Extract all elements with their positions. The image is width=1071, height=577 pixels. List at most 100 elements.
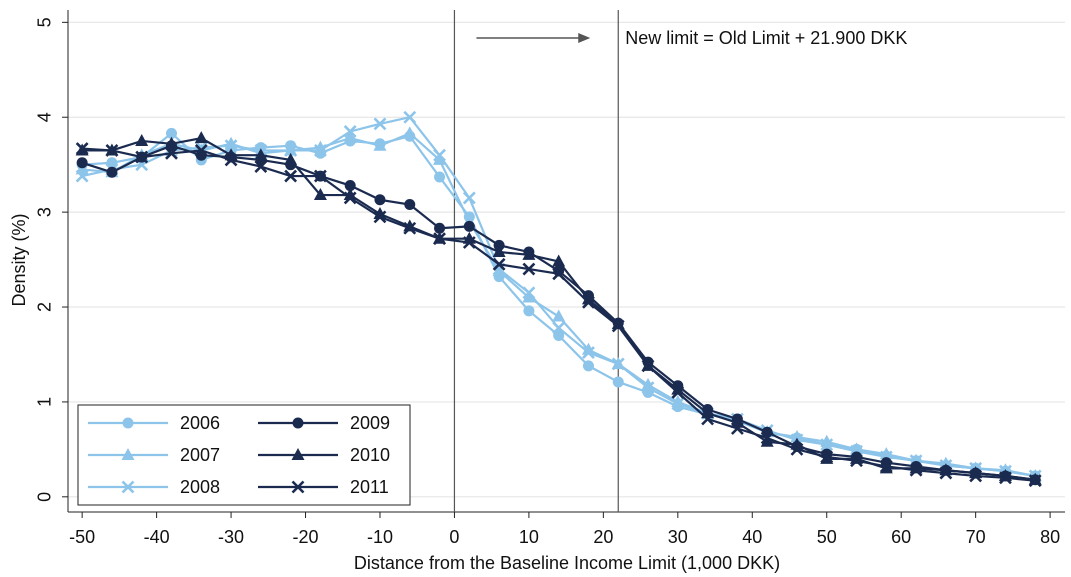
legend: 2006 2007 2008 2009 2010 2011 bbox=[77, 404, 411, 506]
marker-stroke bbox=[403, 110, 417, 124]
marker bbox=[373, 210, 387, 224]
marker bbox=[122, 417, 134, 429]
marker bbox=[403, 221, 417, 235]
marker-stroke bbox=[641, 381, 655, 395]
marker-stroke bbox=[492, 257, 506, 271]
marker bbox=[135, 150, 149, 164]
marker bbox=[121, 448, 135, 460]
marker-stroke bbox=[611, 357, 625, 371]
x-tick-label: 60 bbox=[891, 527, 911, 547]
marker bbox=[462, 191, 476, 205]
marker bbox=[969, 469, 983, 483]
marker bbox=[582, 360, 594, 372]
marker bbox=[612, 376, 624, 388]
marker bbox=[165, 146, 178, 160]
y-tick-label: 5 bbox=[35, 17, 55, 27]
marker bbox=[641, 377, 655, 390]
marker bbox=[820, 450, 834, 464]
marker bbox=[581, 342, 595, 355]
marker-stroke bbox=[433, 232, 446, 246]
marker bbox=[909, 463, 923, 477]
marker bbox=[194, 144, 208, 157]
marker bbox=[254, 148, 268, 161]
legend-label: 2010 bbox=[350, 445, 390, 465]
marker bbox=[552, 309, 566, 322]
x-tick-label: 10 bbox=[519, 527, 539, 547]
marker bbox=[522, 247, 536, 260]
marker-stroke bbox=[999, 471, 1012, 485]
marker bbox=[165, 127, 177, 139]
marker-stroke bbox=[671, 386, 685, 399]
marker bbox=[291, 480, 305, 494]
legend-label: 2006 bbox=[180, 413, 220, 433]
marker-stroke bbox=[760, 431, 774, 445]
x-tick-label: 0 bbox=[449, 527, 459, 547]
marker-stroke bbox=[284, 144, 298, 157]
marker bbox=[760, 434, 774, 447]
x-tick-label: 40 bbox=[742, 527, 762, 547]
marker-stroke bbox=[194, 144, 208, 157]
x-tick-label: 50 bbox=[817, 527, 837, 547]
marker-stroke bbox=[462, 236, 476, 249]
marker-stroke bbox=[291, 480, 305, 494]
marker bbox=[850, 454, 863, 468]
marker-stroke bbox=[879, 460, 893, 473]
marker bbox=[611, 317, 625, 330]
marker bbox=[224, 139, 238, 153]
marker bbox=[462, 236, 476, 249]
x-tick-label: 20 bbox=[593, 527, 613, 547]
marker bbox=[492, 257, 506, 271]
legend-label: 2009 bbox=[350, 413, 390, 433]
marker-stroke bbox=[1028, 474, 1042, 488]
marker-stroke bbox=[105, 144, 119, 157]
marker bbox=[373, 138, 387, 151]
marker bbox=[552, 267, 566, 281]
marker-stroke bbox=[165, 146, 178, 160]
marker bbox=[313, 144, 327, 157]
marker bbox=[343, 188, 357, 201]
marker bbox=[343, 125, 357, 138]
marker-stroke bbox=[582, 346, 595, 359]
marker-stroke bbox=[373, 117, 387, 131]
marker bbox=[284, 144, 298, 157]
marker-stroke bbox=[522, 262, 536, 276]
marker bbox=[194, 131, 208, 144]
marker-stroke bbox=[820, 450, 834, 464]
marker bbox=[433, 232, 446, 246]
marker bbox=[552, 254, 566, 267]
marker-stroke bbox=[641, 359, 655, 373]
marker-stroke bbox=[121, 480, 135, 494]
y-tick-label: 3 bbox=[35, 207, 55, 217]
marker bbox=[671, 397, 685, 411]
x-tick-label: -40 bbox=[144, 527, 170, 547]
marker bbox=[403, 110, 417, 124]
x-tick-label: -30 bbox=[218, 527, 244, 547]
marker bbox=[121, 480, 135, 494]
legend-label: 2008 bbox=[180, 477, 220, 497]
marker bbox=[284, 169, 298, 183]
marker-stroke bbox=[552, 321, 566, 335]
marker bbox=[76, 157, 88, 169]
marker-stroke bbox=[671, 397, 685, 411]
marker bbox=[701, 412, 715, 426]
marker bbox=[254, 160, 268, 173]
marker bbox=[760, 431, 774, 445]
marker bbox=[343, 191, 357, 205]
x-axis-label: Distance from the Baseline Income Limit … bbox=[354, 553, 780, 573]
marker bbox=[1028, 474, 1042, 488]
marker-stroke bbox=[75, 142, 89, 155]
marker bbox=[434, 222, 446, 234]
marker bbox=[522, 286, 536, 300]
marker-stroke bbox=[730, 422, 744, 435]
marker-stroke bbox=[343, 191, 357, 205]
marker bbox=[373, 117, 387, 131]
marker-stroke bbox=[313, 169, 327, 183]
marker-stroke bbox=[75, 169, 89, 183]
marker bbox=[75, 142, 89, 155]
marker bbox=[433, 148, 446, 162]
marker-stroke bbox=[224, 153, 238, 167]
marker bbox=[313, 188, 327, 201]
y-tick-label: 2 bbox=[35, 302, 55, 312]
marker bbox=[463, 220, 475, 232]
